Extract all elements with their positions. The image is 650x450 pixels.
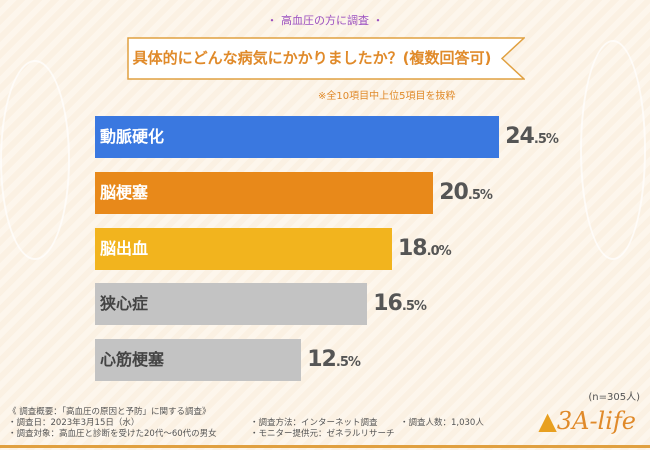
sample-size: (n=305人) — [588, 392, 640, 403]
category-label: 狭心症 — [100, 294, 149, 313]
logo-text: 3A-life — [556, 407, 636, 435]
footer-line — [0, 445, 650, 448]
survey-count: ・調査人数：1,030人 — [400, 418, 484, 428]
decoration — [0, 60, 70, 260]
bar-4: 狭心症 — [95, 283, 368, 325]
logo: ▲3A-life — [538, 407, 636, 435]
decoration — [580, 40, 646, 260]
survey-method: ・調査方法：インターネット調査 — [250, 418, 378, 428]
value-label: 12.5% — [307, 347, 361, 372]
footer: 《 調査概要：「高血圧の原因と予防」に関する調査》 ・調査日：2023年3月15… — [0, 405, 650, 448]
category-label: 心筋梗塞 — [100, 350, 165, 369]
bar-1: 動脈硬化 — [95, 116, 500, 158]
value-label: 18.0% — [398, 236, 452, 261]
value-label: 24.5% — [505, 124, 559, 149]
category-label: 動脈硬化 — [100, 127, 165, 146]
survey-date: ・調査日：2023年3月15日（水） — [8, 418, 140, 428]
question-banner: 具体的にどんな病気にかかりましたか？(複数回答可) — [127, 37, 525, 80]
category-label: 脳出血 — [100, 239, 149, 258]
survey-target: ・調査対象：高血圧と診断を受けた20代～60代の男女 — [8, 429, 217, 439]
value-label: 16.5% — [373, 291, 427, 316]
bar-2: 脳梗塞 — [95, 172, 434, 214]
value-label: 20.5% — [439, 180, 493, 205]
category-label: 脳梗塞 — [100, 183, 149, 202]
logo-mark-icon: ▲ — [538, 407, 557, 435]
survey-provider: ・モニター提供元：ゼネラルリサーチ — [250, 429, 395, 439]
note: ※全10項目中上位5項目を抜粋 — [318, 91, 456, 102]
survey-label: ・ 高血圧の方に調査 ・ — [266, 14, 384, 27]
question-title: 具体的にどんな病気にかかりましたか？(複数回答可) — [132, 49, 492, 67]
bar-5: 心筋梗塞 — [95, 339, 302, 381]
survey-summary: 《 調査概要：「高血圧の原因と予防」に関する調査》 — [8, 407, 211, 417]
bar-3: 脳出血 — [95, 228, 392, 270]
